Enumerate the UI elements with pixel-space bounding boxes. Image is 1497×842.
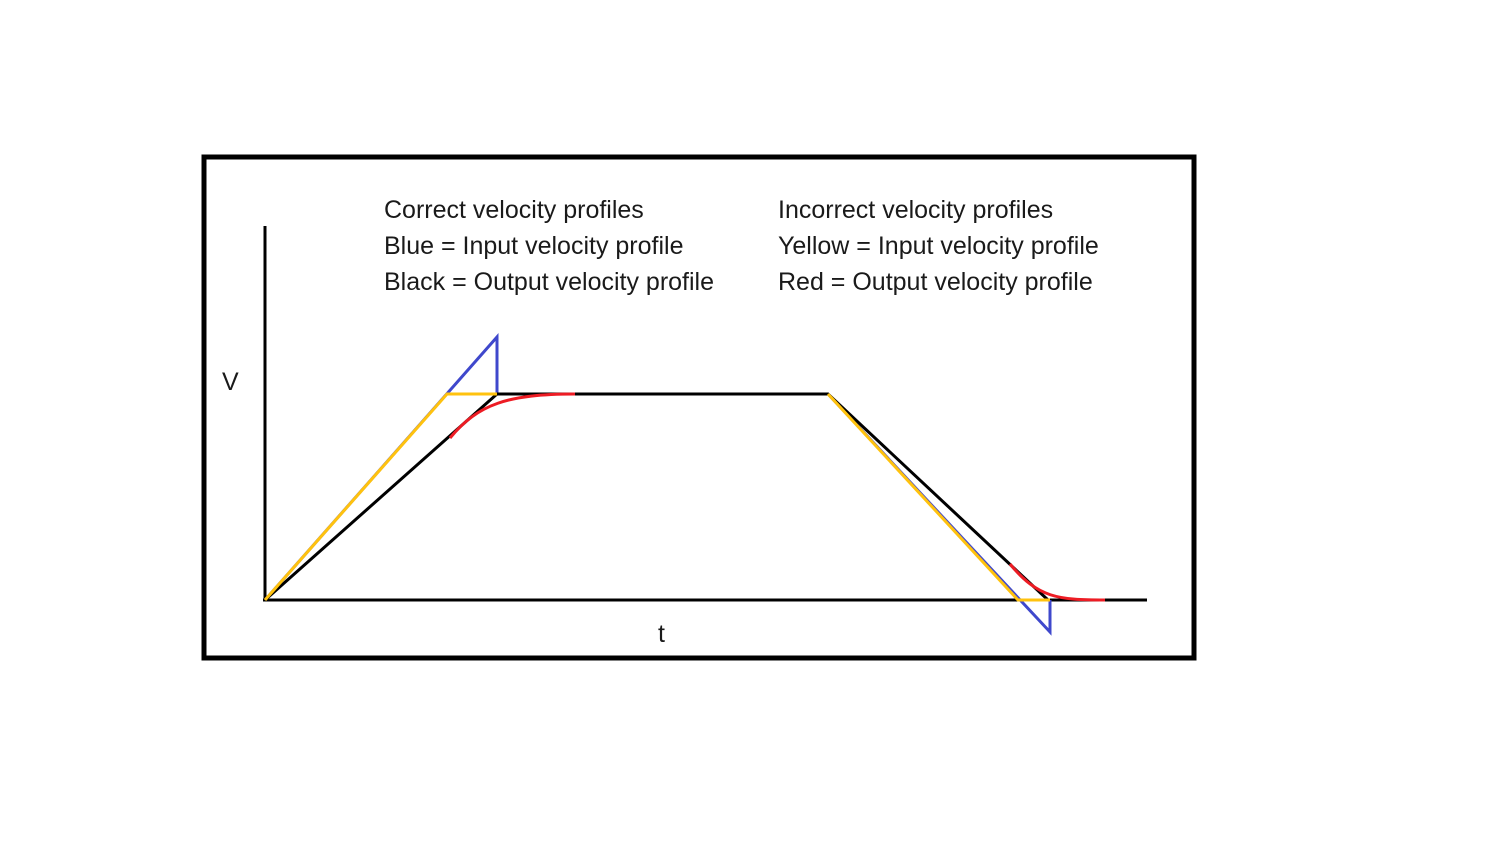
legend-line: Blue = Input velocity profile (384, 232, 683, 260)
legend-title: Correct velocity profiles (384, 196, 644, 224)
legend-line: Yellow = Input velocity profile (778, 232, 1099, 260)
frame (201, 154, 1197, 661)
legend-title: Incorrect velocity profiles (778, 196, 1053, 224)
black-output-profile (264, 392, 1050, 602)
legend-line: Black = Output velocity profile (384, 268, 714, 296)
red-output-decel (1008, 563, 1106, 602)
x-axis-label: t (658, 620, 665, 648)
legend-line: Red = Output velocity profile (778, 268, 1093, 296)
yellow-input-accel (263, 392, 497, 601)
red-output-accel (448, 392, 576, 439)
yellow-input-decel (826, 392, 1050, 602)
y-axis-label: V (222, 368, 239, 396)
